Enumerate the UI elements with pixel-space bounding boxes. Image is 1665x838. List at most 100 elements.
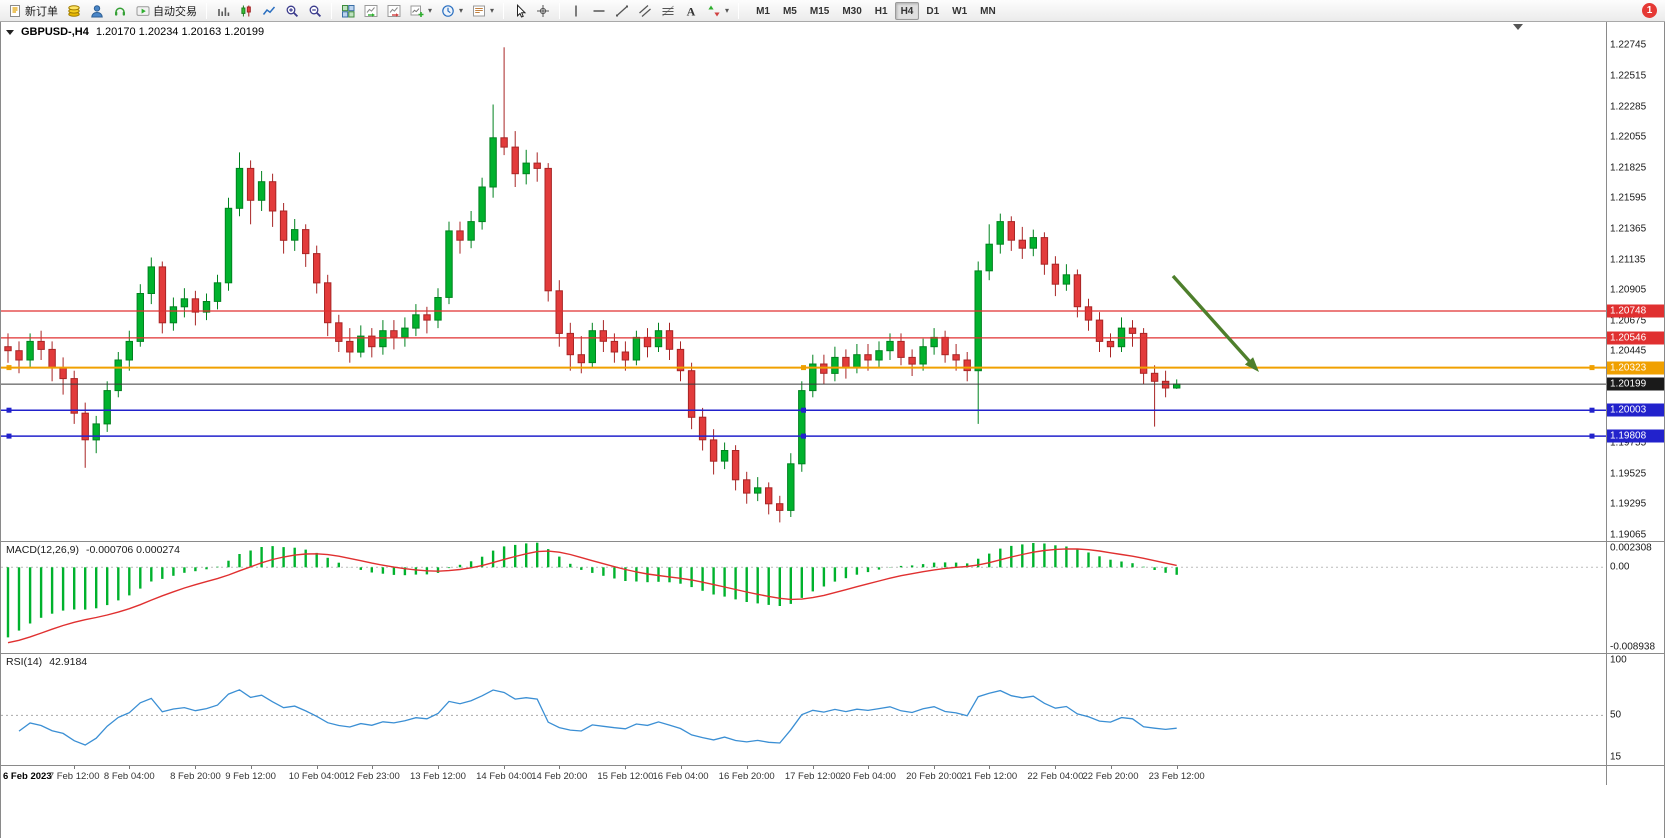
cursor-button[interactable] xyxy=(509,1,531,20)
templates-button[interactable]: ▾ xyxy=(468,1,498,20)
support-line-orange-handle[interactable] xyxy=(6,365,12,371)
price-axis-tick: 1.21365 xyxy=(1610,223,1647,235)
macd-histogram xyxy=(6,542,1178,638)
chart-shift-icon xyxy=(387,4,401,18)
tile-windows-button[interactable] xyxy=(337,1,359,20)
price-scale[interactable]: 1.22745 1.22515 1.22285 1.22055 1.21825 1.215… xyxy=(1606,22,1664,541)
bar-chart-button[interactable] xyxy=(212,1,234,20)
time-axis-tick xyxy=(316,766,318,769)
candlestick-chart-button[interactable] xyxy=(235,1,257,20)
macd-axis-label: -0.008938 xyxy=(1610,641,1656,653)
support-line-blue-1-handle[interactable] xyxy=(6,407,12,413)
rsi-scale[interactable]: 100 50 15 xyxy=(1606,654,1664,765)
price-axis-tick: 1.22515 xyxy=(1610,70,1647,82)
price-chart-plot[interactable]: GBPUSD-,H4 1.20170 1.20234 1.20163 1.201… xyxy=(1,22,1606,541)
price-axis-tick: 1.20445 xyxy=(1610,345,1647,357)
vertical-line-button[interactable] xyxy=(565,1,587,20)
horizontal-line-icon xyxy=(592,4,606,18)
rsi-canvas[interactable] xyxy=(1,654,1606,765)
timeframe-h4-button[interactable]: H4 xyxy=(894,1,920,20)
macd-axis-label: 0.002308 xyxy=(1610,542,1652,554)
cursor-icon xyxy=(513,3,527,18)
arrows-button[interactable]: ▾ xyxy=(703,1,733,20)
panel-resize-divider[interactable] xyxy=(1,541,1664,542)
periods-button[interactable]: ▾ xyxy=(437,1,467,20)
timeframe-mn-button[interactable]: MN xyxy=(980,5,996,17)
support-button[interactable] xyxy=(109,1,131,20)
rsi-indicator-panel: RSI(14) 42.9184 100 50 15 xyxy=(1,654,1664,765)
trendline-button[interactable] xyxy=(611,1,633,20)
arrows-icon xyxy=(707,4,721,18)
price-axis-tick: 1.20675 xyxy=(1610,315,1647,327)
time-axis-label: 8 Feb 20:00 xyxy=(170,771,221,782)
text-button[interactable]: A xyxy=(680,1,702,20)
timeframe-m30-button[interactable]: M30 xyxy=(842,5,862,17)
toolbar-separator xyxy=(738,2,740,19)
timeframe-m1-button[interactable]: M1 xyxy=(756,5,770,17)
dropdown-arrow-icon[interactable]: ▾ xyxy=(459,6,464,15)
auto-scroll-button[interactable] xyxy=(360,1,382,20)
notifications-badge[interactable]: 1 xyxy=(1642,3,1657,18)
chart-ohlc-values: 1.20170 1.20234 1.20163 1.20199 xyxy=(95,26,265,38)
time-axis-labels: 6 Feb 2023 7 Feb 12:00 8 Feb 04:00 8 Feb 20… xyxy=(1,766,1606,785)
timeframe-m15-button[interactable]: M15 xyxy=(809,5,830,17)
timeframe-w1-button[interactable]: W1 xyxy=(952,5,968,17)
support-line-orange-handle[interactable] xyxy=(1589,365,1595,371)
rsi-plot[interactable]: RSI(14) 42.9184 xyxy=(1,654,1606,765)
time-axis[interactable]: 6 Feb 2023 7 Feb 12:00 8 Feb 04:00 8 Feb 20… xyxy=(1,765,1664,785)
support-line-blue-2-handle[interactable] xyxy=(1589,433,1595,439)
price-chart-canvas[interactable] xyxy=(1,22,1606,541)
accounts-button[interactable] xyxy=(86,1,108,20)
crosshair-button[interactable] xyxy=(532,1,554,20)
auto-trading-button[interactable]: 自动交易 xyxy=(132,1,201,20)
trend-arrow-annotation[interactable] xyxy=(1171,274,1259,372)
panel-resize-divider[interactable] xyxy=(1,653,1664,654)
price-chart-panel: GBPUSD-,H4 1.20170 1.20234 1.20163 1.201… xyxy=(1,22,1664,541)
gold-button[interactable] xyxy=(63,1,85,20)
timeframe-m5-button[interactable]: M5 xyxy=(782,5,797,17)
fibonacci-button[interactable] xyxy=(657,1,679,20)
toolbar-separator xyxy=(559,2,561,19)
trendline-icon xyxy=(615,4,629,18)
profile-icon xyxy=(90,4,104,18)
time-axis-label: 21 Feb 12:00 xyxy=(961,771,1018,782)
time-axis-label: 9 Feb 12:00 xyxy=(225,771,276,782)
macd-label: MACD(12,26,9) xyxy=(6,544,79,556)
chart-collapse-icon[interactable] xyxy=(6,29,14,35)
new-chart-button[interactable]: ▾ xyxy=(406,1,436,20)
zoom-in-button[interactable] xyxy=(281,1,303,20)
line-chart-button[interactable] xyxy=(258,1,280,20)
timeframe-d1-button[interactable]: D1 xyxy=(926,5,940,17)
auto-trading-button-label: 自动交易 xyxy=(153,5,197,18)
text-icon: A xyxy=(684,4,698,18)
horizontal-line-button[interactable] xyxy=(588,1,610,20)
macd-signal-line xyxy=(7,548,1177,644)
macd-plot[interactable]: MACD(12,26,9) -0.000706 0.000274 xyxy=(1,542,1606,653)
timeframe-h1-button[interactable]: H1 xyxy=(874,5,888,17)
chart-shift-button[interactable] xyxy=(383,1,405,20)
zoom-out-button[interactable] xyxy=(304,1,326,20)
toolbar-separator xyxy=(331,2,332,19)
dropdown-arrow-icon[interactable]: ▾ xyxy=(490,6,495,15)
support-line-blue-2-handle[interactable] xyxy=(801,433,806,439)
fibonacci-icon xyxy=(661,4,675,18)
support-line-orange-handle[interactable] xyxy=(801,365,806,371)
chart-shift-marker[interactable] xyxy=(1513,24,1523,30)
macd-scale[interactable]: 0.002308 0.00 -0.008938 xyxy=(1606,542,1664,653)
support-line-blue-1-handle[interactable] xyxy=(801,407,806,413)
channel-button[interactable] xyxy=(634,1,656,20)
dropdown-arrow-icon[interactable]: ▾ xyxy=(428,6,433,15)
autotrade-icon xyxy=(136,4,150,18)
dropdown-arrow-icon[interactable]: ▾ xyxy=(725,6,730,15)
macd-canvas[interactable] xyxy=(1,542,1606,653)
time-axis-label: 14 Feb 20:00 xyxy=(531,771,588,782)
price-axis-tick: 1.19295 xyxy=(1610,498,1647,510)
new-order-button[interactable]: 新订单 xyxy=(4,1,62,20)
new-chart-icon xyxy=(410,4,424,18)
price-axis-tick: 1.19065 xyxy=(1610,529,1647,541)
time-axis-label: 22 Feb 04:00 xyxy=(1027,771,1084,782)
support-line-blue-1-handle[interactable] xyxy=(1589,407,1595,413)
time-axis-tick xyxy=(195,766,197,769)
support-line-blue-2-handle[interactable] xyxy=(6,433,12,439)
candle-chart-icon xyxy=(239,4,253,18)
